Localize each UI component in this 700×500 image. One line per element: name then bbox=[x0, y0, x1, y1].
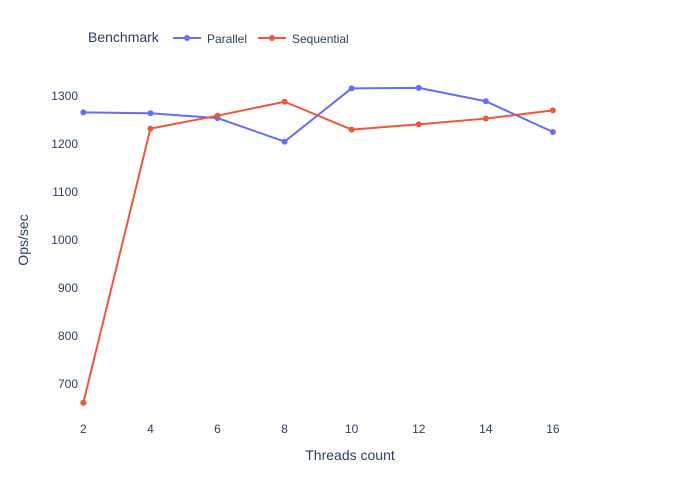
data-point-parallel[interactable] bbox=[80, 109, 87, 116]
y-tick-label: 1000 bbox=[51, 233, 78, 247]
series-sequential bbox=[80, 98, 556, 406]
y-tick-label: 700 bbox=[58, 377, 78, 391]
y-tick-label: 800 bbox=[58, 329, 78, 343]
y-tick-label: 900 bbox=[58, 281, 78, 295]
y-tick-label: 1200 bbox=[51, 137, 78, 151]
data-point-sequential[interactable] bbox=[348, 126, 355, 133]
y-axis-title: Ops/sec bbox=[15, 214, 31, 265]
x-axis-title: Threads count bbox=[305, 447, 395, 463]
legend-marker-parallel bbox=[184, 35, 190, 41]
series-layer bbox=[80, 84, 556, 406]
data-point-parallel[interactable] bbox=[281, 138, 288, 145]
y-tick-label: 1300 bbox=[51, 89, 78, 103]
data-point-parallel[interactable] bbox=[482, 98, 489, 105]
legend-title: Benchmark bbox=[88, 29, 160, 45]
x-tick-label: 14 bbox=[479, 422, 493, 436]
data-point-sequential[interactable] bbox=[281, 98, 288, 105]
data-point-parallel[interactable] bbox=[415, 84, 422, 91]
legend-item-parallel[interactable]: Parallel bbox=[173, 32, 247, 46]
data-point-sequential[interactable] bbox=[482, 115, 489, 122]
legend-marker-sequential bbox=[269, 35, 275, 41]
data-point-sequential[interactable] bbox=[80, 399, 87, 406]
data-point-parallel[interactable] bbox=[549, 129, 556, 135]
y-tick-label: 1100 bbox=[52, 185, 78, 199]
legend: Benchmark Parallel Sequential bbox=[88, 29, 349, 46]
x-tick-label: 2 bbox=[80, 422, 87, 436]
x-tick-label: 10 bbox=[345, 422, 359, 436]
legend-label-parallel: Parallel bbox=[207, 32, 247, 46]
y-axis-ticks: 700 800 900 1000 1100 1200 1300 bbox=[51, 89, 78, 391]
x-tick-label: 6 bbox=[214, 422, 221, 436]
legend-label-sequential: Sequential bbox=[292, 32, 349, 46]
series-line-sequential bbox=[82, 100, 554, 403]
data-point-sequential[interactable] bbox=[549, 107, 556, 114]
data-point-sequential[interactable] bbox=[214, 112, 221, 119]
legend-item-sequential[interactable]: Sequential bbox=[258, 32, 349, 46]
x-tick-label: 16 bbox=[546, 422, 560, 436]
data-point-sequential[interactable] bbox=[147, 125, 154, 132]
data-point-parallel[interactable] bbox=[348, 85, 355, 92]
x-tick-label: 12 bbox=[412, 422, 426, 436]
data-point-sequential[interactable] bbox=[415, 121, 422, 128]
x-axis-ticks: 2 4 6 8 10 12 14 16 bbox=[80, 422, 560, 436]
x-tick-label: 8 bbox=[281, 422, 288, 436]
data-point-parallel[interactable] bbox=[147, 110, 154, 117]
x-tick-label: 4 bbox=[147, 422, 154, 436]
